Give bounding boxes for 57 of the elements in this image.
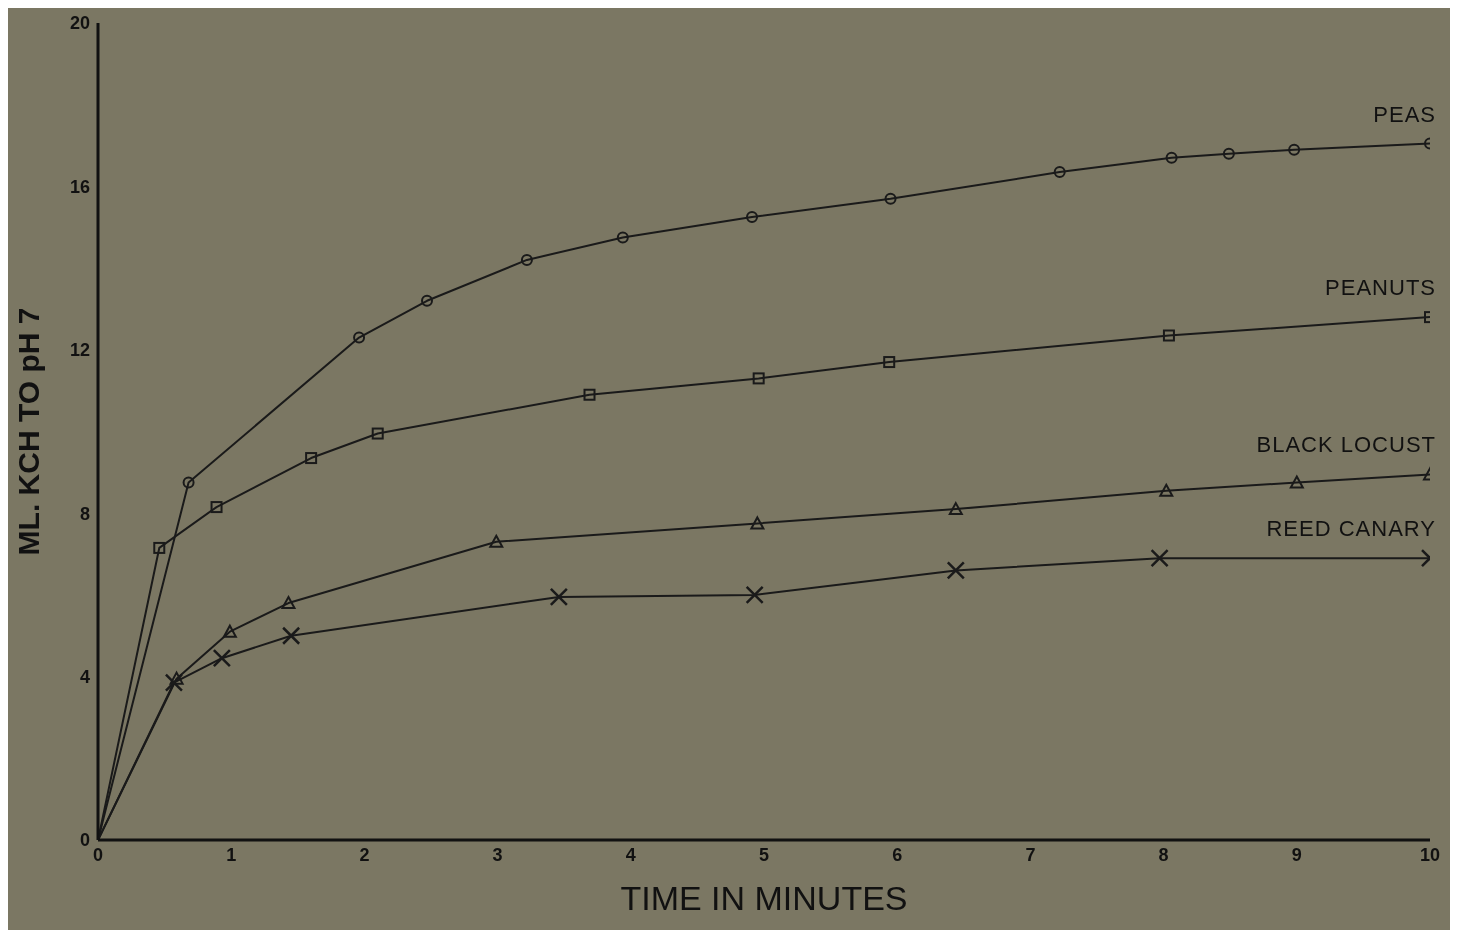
point	[489, 534, 504, 548]
y-tick-label: 12	[69, 340, 90, 361]
point	[1150, 548, 1169, 568]
series-label: BLACK LOCUST	[1256, 432, 1436, 458]
x-tick-label: 7	[1025, 844, 1036, 865]
point	[222, 624, 237, 638]
x-tick-label: 10	[1419, 844, 1441, 865]
x-tick-label: 0	[92, 844, 104, 865]
x-tick-label: 3	[492, 844, 503, 865]
x-tick-label: 2	[359, 844, 370, 865]
point	[1159, 483, 1174, 497]
series-label: REED CANARY	[1266, 516, 1436, 542]
point	[549, 587, 569, 607]
point	[1288, 143, 1301, 156]
y-tick-label: 4	[79, 666, 90, 687]
y-tick-label: 0	[79, 830, 90, 851]
point	[752, 372, 765, 385]
x-tick-label: 6	[892, 844, 903, 865]
point	[164, 673, 184, 692]
point	[281, 626, 301, 645]
point	[616, 231, 629, 244]
point	[946, 561, 966, 580]
y-tick-label: 20	[69, 13, 90, 34]
x-axis-title: TIME IN MINUTES	[620, 879, 908, 917]
x-tick-label: 9	[1291, 844, 1302, 865]
x-tick-label: 1	[226, 844, 237, 865]
point	[281, 596, 296, 610]
point	[169, 671, 184, 685]
point	[212, 648, 232, 668]
point	[371, 427, 384, 440]
point	[750, 516, 765, 530]
point	[745, 585, 764, 605]
y-tick-label: 8	[79, 503, 90, 524]
point	[1222, 147, 1235, 160]
point	[182, 476, 195, 489]
x-tick-label: 4	[625, 844, 636, 865]
x-tick-label: 8	[1158, 844, 1169, 865]
point	[305, 452, 318, 465]
point	[746, 211, 759, 224]
point	[884, 192, 897, 205]
point	[210, 501, 223, 514]
x-tick-label: 5	[758, 844, 770, 865]
point	[1053, 166, 1066, 179]
y-tick-label: 16	[69, 176, 90, 197]
point	[883, 356, 896, 369]
point	[520, 253, 533, 266]
point	[1289, 475, 1304, 489]
point	[353, 331, 366, 344]
point	[1162, 329, 1175, 342]
point	[1165, 151, 1178, 164]
y-axis-title: ML. KCH TO pH 7	[11, 307, 45, 556]
point	[948, 502, 963, 516]
point	[583, 388, 596, 401]
point	[421, 294, 433, 307]
series-label: PEANUTS	[1325, 275, 1436, 301]
point	[153, 541, 166, 554]
series-label: PEAS	[1373, 101, 1436, 127]
